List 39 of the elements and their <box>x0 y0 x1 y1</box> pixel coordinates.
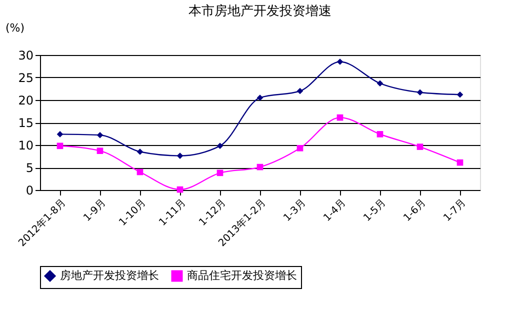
legend-label: 商品住宅开发投资增长 <box>187 269 297 282</box>
y-axis-title: (%) <box>6 22 25 34</box>
point <box>256 94 264 101</box>
chart-title: 本市房地产开发投资增速 <box>188 3 332 19</box>
point <box>456 159 464 166</box>
point <box>336 58 344 65</box>
point <box>176 152 184 159</box>
point <box>176 186 184 193</box>
point <box>376 80 384 87</box>
y-tick-label: 25 <box>18 71 34 85</box>
point <box>56 131 64 138</box>
point <box>296 144 304 152</box>
x-tick-label: 1-9月 <box>82 198 108 224</box>
point <box>216 142 224 150</box>
x-tick-label: 1-6月 <box>402 198 428 224</box>
x-tick-label: 1-4月 <box>322 198 348 224</box>
y-tick-label: 0 <box>26 184 34 198</box>
point <box>56 142 64 150</box>
x-tick-label: 1-7月 <box>442 198 468 224</box>
x-tick-label: 1-5月 <box>362 198 388 224</box>
point <box>136 168 144 176</box>
point <box>296 88 304 94</box>
point <box>136 148 144 155</box>
y-tick-label: 20 <box>18 94 34 108</box>
point <box>336 114 344 121</box>
y-tick-label: 10 <box>18 138 34 152</box>
y-tick-label: 5 <box>26 161 34 175</box>
legend-label: 房地产开发投资增长 <box>60 269 159 282</box>
x-tick-label: 1-3月 <box>282 198 308 224</box>
point <box>456 91 464 98</box>
point <box>416 144 424 150</box>
point <box>416 89 424 96</box>
point <box>256 164 264 170</box>
point <box>376 131 384 138</box>
point <box>96 132 104 138</box>
y-tick-label: 30 <box>18 48 34 62</box>
point <box>96 148 104 154</box>
y-tick-label: 15 <box>18 116 34 130</box>
point <box>216 170 224 176</box>
